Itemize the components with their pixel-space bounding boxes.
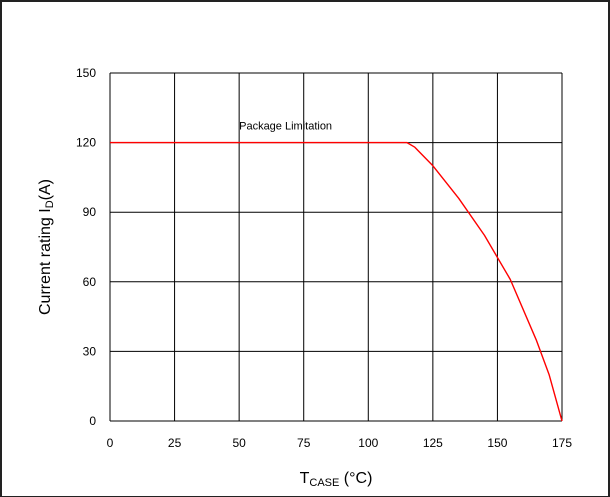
series-line-current-rating <box>110 141 563 422</box>
y-tick-label: 120 <box>76 136 96 150</box>
x-axis-label: TCASE (°C) <box>300 470 373 489</box>
x-axis-label-main: T <box>300 470 310 487</box>
x-tick-label: 0 <box>107 436 114 450</box>
y-tick-label: 60 <box>83 275 97 289</box>
series-layer <box>110 141 563 422</box>
annotation-package-limitation: Package Limitation <box>239 121 332 133</box>
x-tick-label: 125 <box>423 436 443 450</box>
x-tick-label: 50 <box>232 436 246 450</box>
y-tick-label: 90 <box>83 205 97 219</box>
x-axis-label-unit: (°C) <box>339 470 372 487</box>
x-tick-label: 150 <box>487 436 507 450</box>
x-tick-label: 175 <box>552 436 572 450</box>
y-axis-label-unit: (A) <box>37 179 54 200</box>
y-tick-label: 150 <box>76 66 96 80</box>
x-tick-label: 75 <box>297 436 311 450</box>
y-axis-label: Current rating ID(A) <box>37 179 56 315</box>
y-tick-labels: 0 30 60 90 120 150 <box>76 66 96 428</box>
y-tick-label: 0 <box>89 414 96 428</box>
x-tick-label: 25 <box>168 436 182 450</box>
y-axis-label-main: Current rating I <box>37 208 54 315</box>
y-axis-label-sub: D <box>44 200 56 208</box>
x-tick-label: 100 <box>358 436 378 450</box>
x-tick-labels: 0 25 50 75 100 125 150 175 <box>107 436 573 450</box>
x-axis-label-sub: CASE <box>309 477 339 489</box>
plot-background <box>110 73 562 421</box>
y-tick-label: 30 <box>83 344 97 358</box>
